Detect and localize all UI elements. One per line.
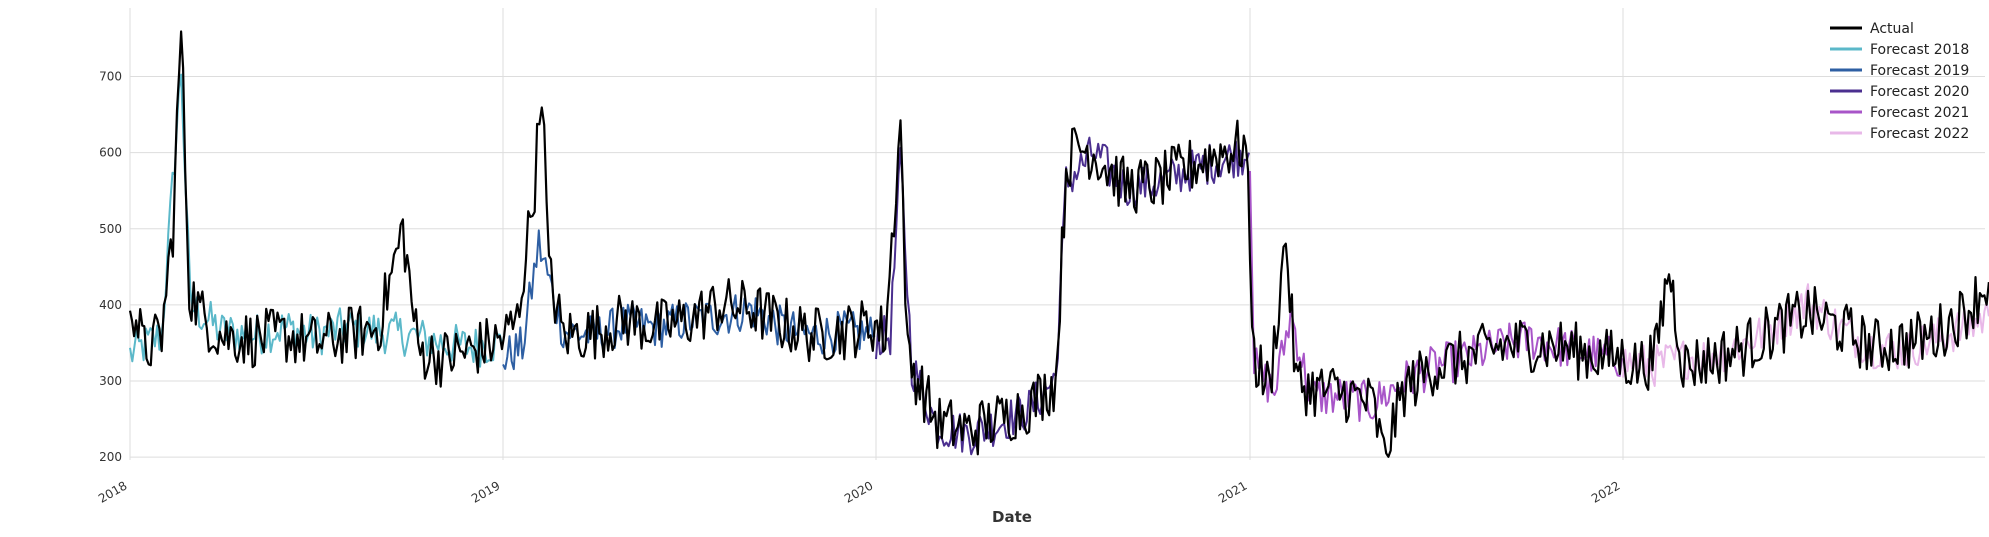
x-tick-label: 2019 (469, 478, 502, 505)
x-tick-label: 2020 (842, 478, 875, 505)
legend-label: Actual (1870, 21, 1914, 37)
y-tick-label: 700 (99, 70, 122, 84)
legend-label: Forecast 2020 (1870, 84, 1969, 100)
y-tick-label: 500 (99, 222, 122, 236)
legend: Actual Forecast 2018 Forecast 2019 Forecast… (1830, 21, 1969, 142)
y-tick-label: 200 (99, 450, 122, 464)
y-tick-label: 400 (99, 298, 122, 312)
grid (129, 8, 1985, 460)
series-line-actual (128, 30, 1989, 458)
legend-label: Forecast 2022 (1870, 126, 1969, 142)
x-tick-label: 2018 (96, 478, 129, 505)
x-tick-label: 2022 (1589, 478, 1622, 505)
x-axis-title: Date (992, 508, 1032, 526)
legend-item: Forecast 2021 (1830, 105, 1969, 121)
series-lines (128, 30, 1989, 458)
legend-item: Forecast 2020 (1830, 84, 1969, 100)
legend-item: Forecast 2019 (1830, 63, 1969, 79)
legend-item: Actual (1830, 21, 1914, 37)
legend-label: Forecast 2019 (1870, 63, 1969, 79)
y-tick-label: 600 (99, 146, 122, 160)
y-tick-label: 300 (99, 374, 122, 388)
legend-item: Forecast 2018 (1830, 42, 1969, 58)
legend-label: Forecast 2018 (1870, 42, 1969, 58)
series-line-forecast-2022 (1622, 283, 1989, 387)
x-tick-label: 2021 (1216, 478, 1249, 505)
y-axis-ticks: 200 300 400 500 600 700 (99, 70, 122, 465)
legend-label: Forecast 2021 (1870, 105, 1969, 121)
x-axis-ticks: 2018 2019 2020 2021 2022 (96, 478, 1622, 505)
legend-item: Forecast 2022 (1830, 126, 1969, 142)
